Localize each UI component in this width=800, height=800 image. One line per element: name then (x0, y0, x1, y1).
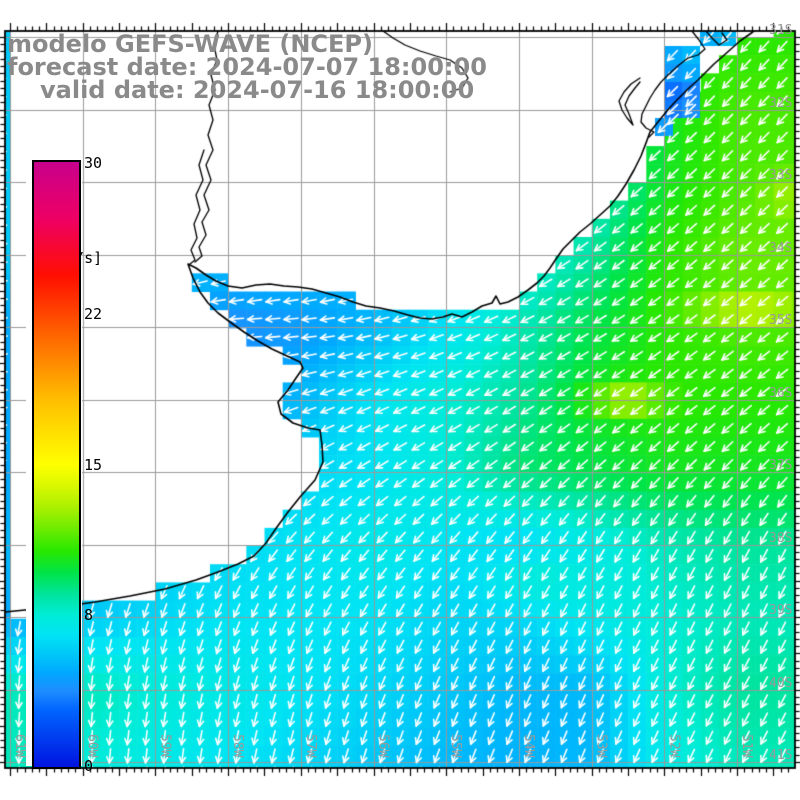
lat-label: 37S (769, 458, 793, 473)
lon-label: 60W (84, 734, 100, 758)
colorbar-tick-label: 22 (84, 304, 103, 323)
lat-label: 38S (769, 530, 793, 546)
colorbar-tick-label: 15 (84, 455, 103, 474)
lat-label: 39S (769, 603, 793, 618)
colorbar-tick-label: 30 (84, 154, 103, 172)
lat-label: 41S (769, 748, 793, 763)
lon-label: 55W (448, 734, 464, 758)
lon-label: 61W (12, 734, 27, 758)
lon-label: 58W (230, 734, 246, 758)
lon-label: 59W (157, 734, 173, 758)
lat-label: 36S (769, 385, 793, 401)
lat-label: 35S (769, 313, 793, 328)
lon-label: 57W (302, 734, 318, 758)
lon-label: 51W (739, 734, 754, 758)
lat-label: 31S (769, 23, 793, 38)
lon-label: 53W (593, 734, 609, 758)
lon-label: 52W (666, 734, 682, 758)
lon-label: 54W (520, 734, 536, 758)
colorbar (32, 160, 81, 769)
lat-label: 40S (769, 675, 793, 691)
valid-date-line: valid date: 2024-07-16 18:00:00 (40, 76, 475, 104)
colorbar-tick-label: 8 (84, 606, 94, 625)
colorbar-tick-label: 0 (84, 757, 94, 775)
lat-label: 32S (769, 95, 793, 111)
lon-label: 56W (375, 734, 391, 758)
forecast-date-line: forecast date: 2024-07-07 18:00:00 (7, 53, 487, 81)
lat-label: 33S (769, 168, 793, 183)
model-title: modelo GEFS-WAVE (NCEP) (7, 30, 373, 58)
lat-label: 34S (769, 240, 793, 256)
colorbar-gradient (34, 162, 79, 767)
